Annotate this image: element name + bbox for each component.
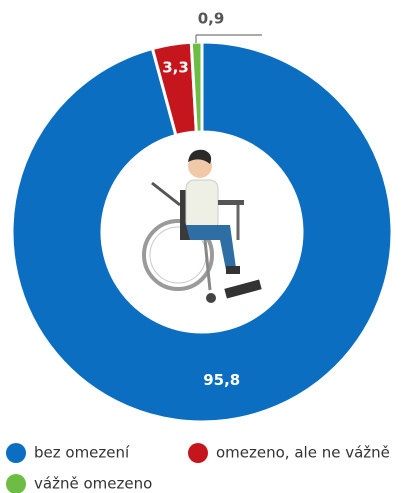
- slice: [189, 40, 204, 134]
- legend-label: omezeno, ale ne vážně: [216, 444, 390, 462]
- value-label: 95,8: [203, 371, 240, 389]
- slice: [10, 40, 394, 424]
- legend-swatch: [6, 443, 26, 463]
- legend-label: bez omezení: [34, 444, 130, 462]
- legend-swatch: [6, 474, 26, 493]
- legend-swatch: [188, 443, 208, 463]
- wheelchair-illustration: [142, 149, 262, 303]
- legend-label: vážně omezeno: [34, 475, 152, 493]
- value-label: 0,9: [198, 10, 225, 28]
- value-label: 3,3: [162, 59, 189, 77]
